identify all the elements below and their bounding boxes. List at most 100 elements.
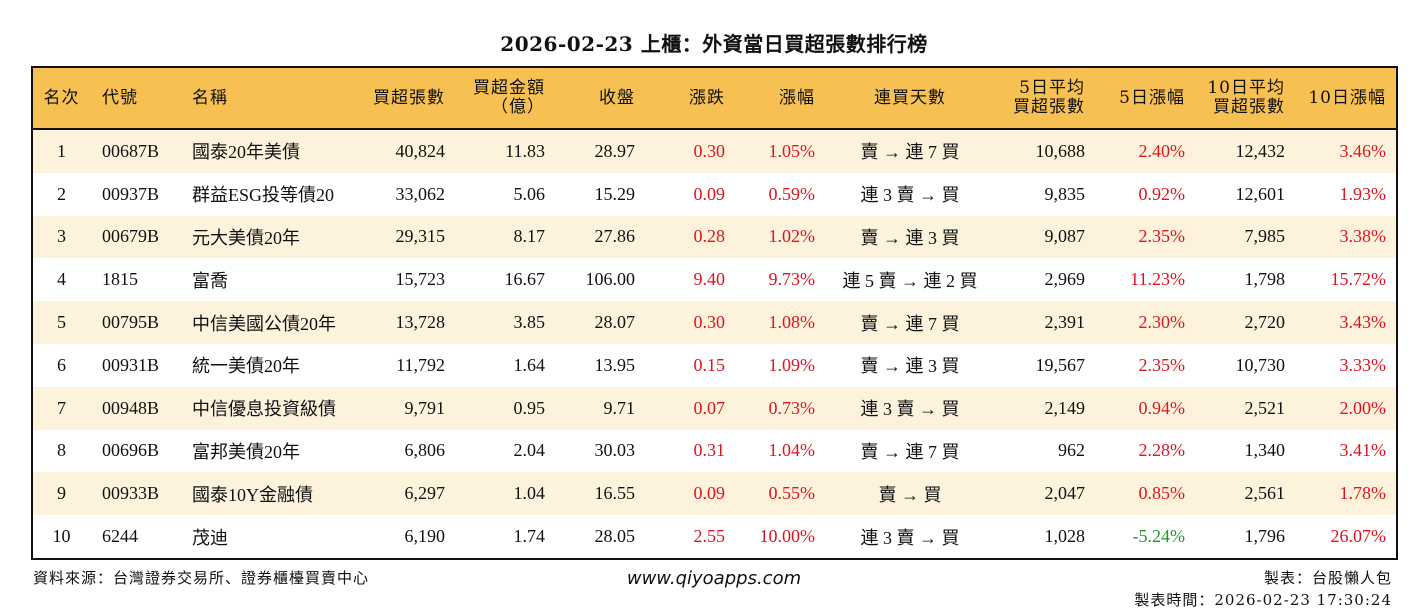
header-pct-5d: 5日漲幅: [1095, 67, 1195, 130]
cell-net-buy-amount: 11.83: [455, 129, 555, 173]
cell-pct-10d: 3.33%: [1339, 354, 1387, 375]
cell-net-buy-lots: 13,728: [370, 301, 455, 344]
cell-change: 0.07: [645, 386, 735, 430]
cell-close: 16.55: [555, 472, 645, 516]
page-title: 2026-02-23 上櫃：外資當日買超張數排行榜: [500, 32, 928, 56]
cell-pct-5d: -5.24%: [1132, 526, 1186, 547]
cell-avg10-net-buy: 2,720: [1195, 301, 1295, 344]
cell-change: 0.30: [645, 129, 735, 173]
header-name: 名稱: [180, 67, 370, 130]
cell-avg5-net-buy: 2,969: [1044, 269, 1086, 290]
table-row: 8 00696B 富邦美債20年 6,806 2.04 30.03 0.31 1.04% 賣 →…: [32, 430, 1397, 473]
cell-name: 茂迪: [192, 527, 228, 548]
header-rank: 名次: [32, 67, 90, 130]
cell-change-pct: 0.59%: [768, 183, 816, 204]
cell-pct-10d: 2.00%: [1295, 386, 1397, 430]
cell-code: 00933B: [90, 472, 180, 516]
cell-net-buy-amount: 1.04: [455, 472, 555, 516]
cell-streak: 賣 → 連 7 買: [825, 129, 995, 173]
table-row: 2 00937B 群益ESG投等債20 33,062 5.06 15.29 0.09 0.59…: [32, 173, 1397, 216]
cell-pct-10d: 3.46%: [1295, 129, 1397, 173]
cell-avg10-net-buy: 2,561: [1195, 472, 1295, 516]
cell-close: 13.95: [594, 354, 636, 375]
header-change-pct: 漲幅: [735, 67, 825, 130]
cell-rank: 7: [32, 386, 90, 430]
cell-avg5-net-buy: 9,087: [995, 215, 1095, 259]
cell-change-pct: 1.08%: [735, 301, 825, 344]
cell-close: 30.03: [594, 440, 636, 461]
cell-name: 中信優息投資級債: [180, 386, 370, 430]
cell-net-buy-amount: 1.64: [513, 354, 546, 375]
cell-close: 28.07: [555, 301, 645, 344]
cell-code: 00679B: [90, 215, 180, 259]
table-row: 3 00679B 元大美債20年 29,315 8.17 27.86 0.28 1.02% 賣 …: [32, 215, 1397, 259]
cell-change: 2.55: [693, 526, 726, 547]
cell-pct-5d: 0.92%: [1138, 183, 1186, 204]
cell-avg10-net-buy: 12,432: [1195, 129, 1295, 173]
cell-rank: 5: [32, 301, 90, 344]
cell-name: 元大美債20年: [180, 215, 370, 259]
cell-avg5-net-buy: 10,688: [995, 129, 1095, 173]
cell-pct-5d: 2.35%: [1095, 215, 1195, 259]
cell-change-pct: 1.04%: [768, 440, 816, 461]
cell-avg10-net-buy: 2,521: [1195, 386, 1295, 430]
cell-pct-5d: 2.30%: [1095, 301, 1195, 344]
cell-net-buy-lots: 29,315: [370, 215, 455, 259]
cell-net-buy-lots: 40,824: [370, 129, 455, 173]
header-net-buy-lots: 買超張數: [370, 67, 455, 130]
cell-change: 9.40: [693, 269, 726, 290]
cell-streak: 賣 → 連 3 買: [825, 215, 995, 259]
header-avg10-net-buy: 10日平均 買超張數: [1195, 67, 1295, 130]
cell-change-pct: 0.73%: [735, 386, 825, 430]
cell-rank: 6: [57, 354, 66, 375]
cell-streak: 賣 → 買: [825, 472, 995, 516]
cell-rank: 3: [32, 215, 90, 259]
cell-streak: 連 3 賣 → 買: [825, 386, 995, 430]
cell-code: 1815: [102, 269, 138, 290]
cell-change-pct: 9.73%: [768, 269, 816, 290]
cell-avg10-net-buy: 1,796: [1244, 526, 1286, 547]
header-net-buy-amount: 買超金額 （億）: [455, 67, 555, 130]
cell-avg5-net-buy: 2,047: [995, 472, 1095, 516]
cell-net-buy-lots: 15,723: [395, 269, 446, 290]
cell-avg5-net-buy: 9,835: [1044, 183, 1086, 204]
cell-pct-10d: 26.07%: [1330, 526, 1387, 547]
cell-avg5-net-buy: 19,567: [1035, 354, 1086, 375]
header-code: 代號: [90, 67, 180, 130]
cell-name: 富邦美債20年: [192, 441, 300, 462]
cell-change-pct: 1.09%: [768, 354, 816, 375]
cell-pct-10d: 15.72%: [1330, 269, 1387, 290]
cell-change: 0.09: [693, 183, 726, 204]
cell-avg10-net-buy: 1,798: [1244, 269, 1286, 290]
table-row: 6 00931B 統一美債20年 11,792 1.64 13.95 0.15 1.09% 賣 …: [32, 344, 1397, 387]
table-row: 9 00933B 國泰10Y金融債 6,297 1.04 16.55 0.09 0.55% 賣 …: [32, 472, 1397, 516]
cell-avg10-net-buy: 7,985: [1195, 215, 1295, 259]
author-label: 製表：台股懶人包: [1263, 569, 1392, 587]
cell-streak: 連 3 賣 → 買: [860, 527, 960, 548]
cell-rank: 10: [52, 526, 71, 547]
cell-net-buy-lots: 33,062: [395, 183, 446, 204]
table-row: 7 00948B 中信優息投資級債 9,791 0.95 9.71 0.07 0.73% 連 3…: [32, 386, 1397, 430]
cell-net-buy-lots: 11,792: [396, 354, 445, 375]
cell-streak: 賣 → 連 7 買: [825, 301, 995, 344]
cell-pct-5d: 2.28%: [1138, 440, 1186, 461]
data-source: 資料來源：台灣證券交易所、證券櫃檯買賣中心: [33, 569, 370, 587]
cell-pct-10d: 3.43%: [1295, 301, 1397, 344]
cell-close: 15.29: [594, 183, 636, 204]
cell-close: 106.00: [585, 269, 636, 290]
website-link[interactable]: www.qiyoapps.com: [626, 568, 802, 589]
cell-avg5-net-buy: 2,149: [995, 386, 1095, 430]
table-row: 10 6244 茂迪 6,190 1.74 28.05 2.55 10.00% 連 3 賣 → …: [32, 515, 1397, 559]
cell-avg10-net-buy: 1,340: [1244, 440, 1286, 461]
made-time: 製表時間：2026-02-23 17:30:24: [1134, 591, 1392, 609]
cell-streak: 連 3 賣 → 買: [860, 185, 960, 206]
header-change: 漲跌: [645, 67, 735, 130]
cell-code: 6244: [102, 526, 138, 547]
cell-net-buy-amount: 16.67: [504, 269, 546, 290]
cell-streak: 賣 → 連 3 買: [860, 356, 960, 377]
table-header-row: 名次 代號 名稱 買超張數 買超金額 （億） 收盤 漲跌 漲幅 連買天數 5日平均 買超張數 5日漲…: [32, 67, 1397, 130]
cell-rank: 9: [32, 472, 90, 516]
cell-change: 0.31: [693, 440, 726, 461]
cell-avg5-net-buy: 2,391: [995, 301, 1095, 344]
cell-name: 群益ESG投等債20: [192, 185, 335, 206]
